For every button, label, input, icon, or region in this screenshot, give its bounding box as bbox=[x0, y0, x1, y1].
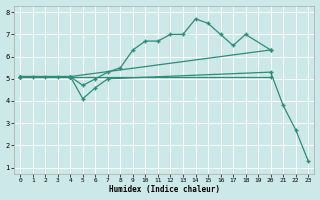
X-axis label: Humidex (Indice chaleur): Humidex (Indice chaleur) bbox=[109, 185, 220, 194]
